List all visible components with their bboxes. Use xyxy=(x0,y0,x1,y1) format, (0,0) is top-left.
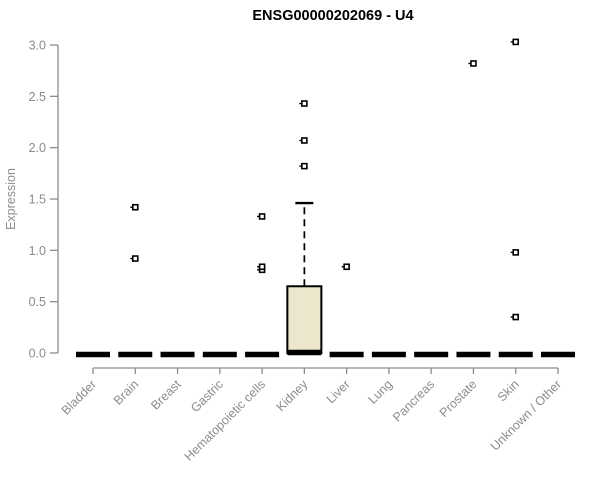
boxplot-skin xyxy=(498,38,533,358)
outlier-point xyxy=(512,38,520,46)
y-axis-tick-label: 1.5 xyxy=(29,193,46,207)
outlier-point xyxy=(512,249,520,256)
x-axis-tick-label-prostate: Prostate xyxy=(437,377,480,420)
x-axis-tick-label-bladder: Bladder xyxy=(59,377,99,417)
x-axis-tick-label-brain: Brain xyxy=(111,377,142,408)
x-axis-tick-label-liver: Liver xyxy=(324,377,353,406)
boxplot-liver xyxy=(329,263,364,358)
x-axis-tick-label-lung: Lung xyxy=(365,377,395,407)
y-axis-tick-label: 2.5 xyxy=(29,90,46,104)
x-axis-tick-label-pancreas: Pancreas xyxy=(390,377,437,424)
outlier-point xyxy=(301,137,308,144)
y-axis-tick-label: 3.0 xyxy=(29,39,46,53)
outlier-point xyxy=(131,203,139,211)
y-axis-tick-label: 2.0 xyxy=(29,141,46,155)
outlier-point xyxy=(301,162,308,170)
outlier-point xyxy=(258,263,266,271)
outlier-point xyxy=(343,263,350,271)
outlier-point xyxy=(131,255,139,262)
y-axis-tick-label: 0.5 xyxy=(29,295,46,309)
y-axis-title: Expression xyxy=(4,168,18,230)
x-axis-tick-label-hematopoietic-cells: Hematopoietic cells xyxy=(182,377,269,464)
x-axis-tick-label-kidney: Kidney xyxy=(274,377,311,414)
outlier-point xyxy=(470,60,477,67)
box xyxy=(286,285,323,354)
boxplot-brain xyxy=(118,203,153,358)
outlier-point xyxy=(301,100,308,107)
boxplot-prostate xyxy=(456,60,491,358)
x-axis-tick-label-gastric: Gastric xyxy=(188,377,226,415)
x-axis-tick-label-breast: Breast xyxy=(148,377,184,413)
y-axis-tick-label: 1.0 xyxy=(29,244,46,258)
outlier-point xyxy=(258,213,266,220)
boxplot-hematopoietic-cells xyxy=(245,213,280,358)
y-axis-tick-label: 0.0 xyxy=(29,347,46,361)
outlier-point xyxy=(512,313,520,321)
plot-area: 0.0 0.5 1.0 1.5 2.0 2.5 3.0 Bladder Brain Breast G… xyxy=(29,39,575,464)
boxplot-kidney xyxy=(286,100,323,356)
x-axis-tick-label-skin: Skin xyxy=(495,377,522,404)
chart-title: ENSG00000202069 - U4 xyxy=(252,8,413,24)
